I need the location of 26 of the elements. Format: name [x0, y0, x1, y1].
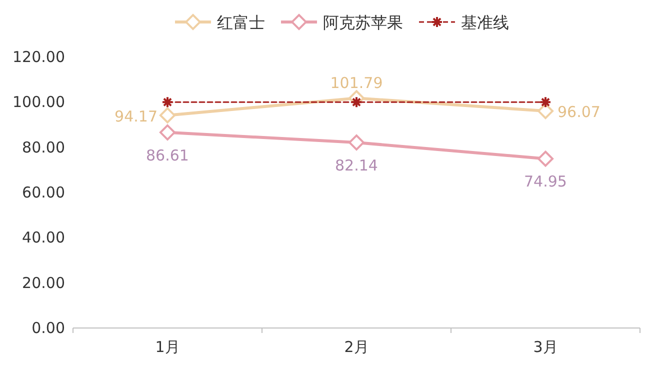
y-tick-label: 60.00: [22, 184, 65, 202]
data-label: 86.61: [146, 146, 189, 164]
y-tick-label: 20.00: [22, 274, 65, 292]
point: [348, 134, 364, 150]
y-tick-label: 40.00: [22, 228, 65, 247]
x-tick-label: 2月: [344, 338, 369, 356]
point: [160, 124, 176, 140]
data-label: 96.07: [558, 103, 600, 122]
y-tick-label: 120.00: [12, 48, 65, 66]
data-label: 82.14: [335, 156, 378, 174]
y-tick-label: 80.00: [22, 138, 65, 156]
data-label: 74.95: [524, 172, 567, 191]
y-tick-label: 0.00: [32, 319, 65, 337]
data-label: 94.17: [114, 107, 158, 126]
data-label: 101.79: [330, 74, 383, 92]
y-tick-label: 100.00: [12, 93, 65, 112]
point: [538, 150, 554, 167]
x-tick-label: 3月: [533, 338, 558, 356]
legend-label: 红富士: [217, 13, 265, 32]
point: [538, 103, 554, 120]
x-tick-label: 1月: [155, 338, 180, 356]
point: [162, 96, 174, 108]
point: [160, 107, 176, 124]
legend-label: 阿克苏苹果: [323, 13, 403, 32]
point: [540, 96, 552, 108]
legend-label: 基准线: [461, 13, 509, 32]
